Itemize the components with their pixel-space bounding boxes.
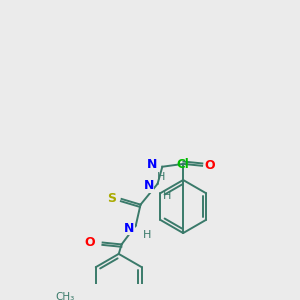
Text: H: H [163,191,172,201]
Text: H: H [143,230,152,240]
Text: O: O [204,159,215,172]
Text: N: N [147,158,158,171]
Text: N: N [124,222,134,235]
Text: S: S [107,193,116,206]
Text: Cl: Cl [177,158,190,170]
Text: N: N [143,179,154,192]
Text: O: O [84,236,95,249]
Text: CH₃: CH₃ [56,292,75,300]
Text: H: H [157,172,166,182]
